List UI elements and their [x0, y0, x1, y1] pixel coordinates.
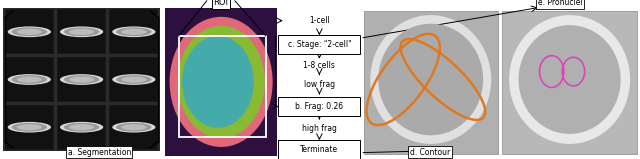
Text: a. Segmentation: a. Segmentation — [67, 148, 131, 157]
Text: 1-cell: 1-cell — [309, 16, 330, 25]
Ellipse shape — [177, 26, 265, 138]
Circle shape — [69, 124, 94, 130]
Bar — [3, 8, 160, 151]
Circle shape — [64, 123, 99, 132]
Text: high frag: high frag — [302, 124, 337, 133]
Ellipse shape — [509, 15, 630, 144]
Bar — [165, 8, 277, 156]
FancyBboxPatch shape — [278, 35, 360, 54]
Circle shape — [112, 74, 156, 85]
Text: d. Contour: d. Contour — [410, 148, 450, 157]
Bar — [109, 105, 159, 150]
Bar — [109, 57, 159, 102]
Bar — [364, 11, 498, 154]
Bar — [109, 9, 159, 54]
Circle shape — [17, 76, 42, 83]
Circle shape — [69, 29, 94, 35]
Circle shape — [112, 122, 156, 133]
Bar — [502, 11, 637, 154]
Text: e. Pronuclei: e. Pronuclei — [538, 0, 582, 7]
Circle shape — [17, 124, 42, 130]
Ellipse shape — [378, 24, 483, 135]
Circle shape — [116, 123, 152, 132]
Text: low frag: low frag — [304, 80, 335, 89]
Circle shape — [12, 123, 47, 132]
Circle shape — [17, 29, 42, 35]
Bar — [4, 105, 54, 150]
Circle shape — [122, 76, 147, 83]
Circle shape — [60, 74, 103, 85]
Ellipse shape — [370, 15, 492, 144]
FancyBboxPatch shape — [278, 97, 360, 116]
Text: ROI: ROI — [213, 0, 228, 7]
Bar — [57, 57, 106, 102]
Text: c. Stage: "2-cell": c. Stage: "2-cell" — [287, 40, 351, 49]
Circle shape — [60, 122, 103, 133]
Bar — [4, 57, 54, 102]
Text: b. Frag: 0.26: b. Frag: 0.26 — [295, 102, 344, 111]
Circle shape — [60, 26, 103, 37]
Circle shape — [122, 29, 147, 35]
Bar — [4, 9, 54, 54]
Circle shape — [64, 27, 99, 36]
Circle shape — [64, 75, 99, 84]
Circle shape — [116, 75, 152, 84]
Circle shape — [12, 27, 47, 36]
Circle shape — [116, 27, 152, 36]
Circle shape — [12, 75, 47, 84]
Circle shape — [8, 74, 51, 85]
Circle shape — [8, 122, 51, 133]
FancyBboxPatch shape — [278, 140, 360, 159]
Text: Terminate: Terminate — [300, 145, 339, 154]
Circle shape — [69, 76, 94, 83]
Ellipse shape — [170, 17, 273, 147]
Bar — [57, 9, 106, 54]
Ellipse shape — [518, 25, 621, 134]
Text: 1-8 cells: 1-8 cells — [303, 61, 335, 70]
Circle shape — [112, 26, 156, 37]
Bar — [57, 105, 106, 150]
Ellipse shape — [182, 36, 254, 128]
Circle shape — [122, 124, 147, 130]
Circle shape — [8, 26, 51, 37]
Bar — [179, 36, 266, 137]
